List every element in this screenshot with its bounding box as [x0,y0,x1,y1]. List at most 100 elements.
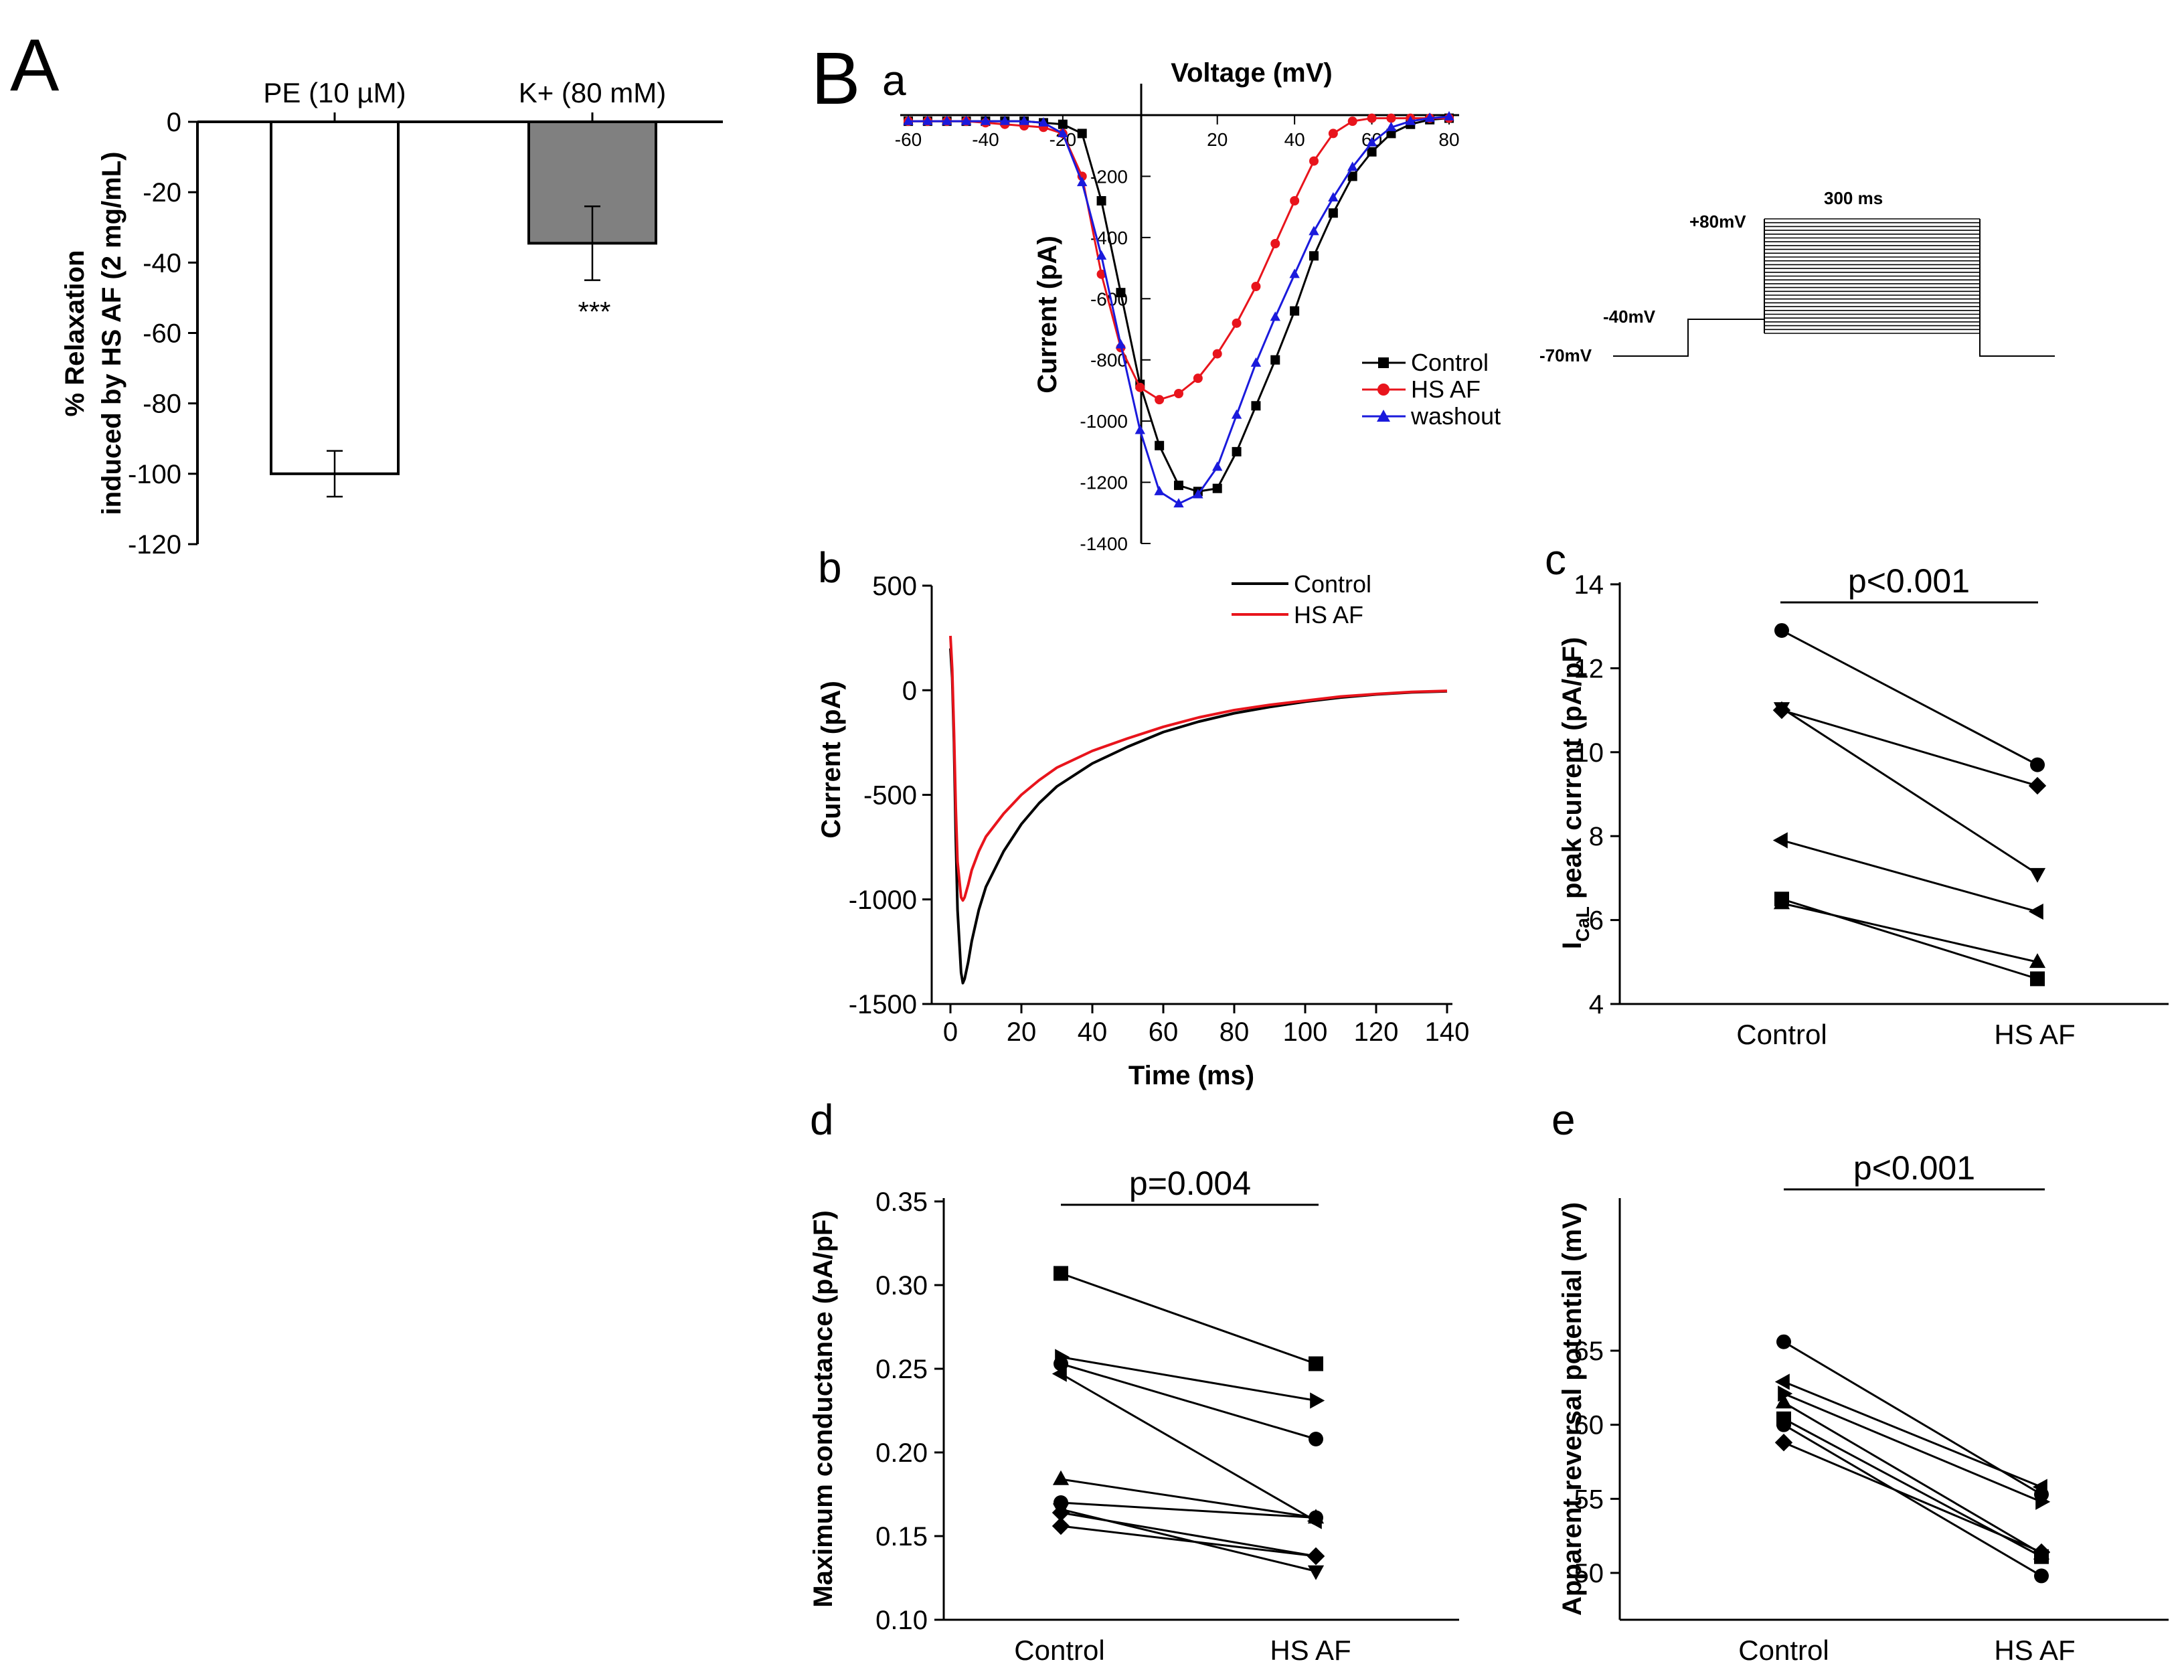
panel-a-ytick-label: 0 [167,108,181,137]
panel-bc-hsaf-point-0 [2030,757,2045,772]
panel-ba-line-control [908,117,1450,493]
panel-be-control-point-5 [1776,1417,1791,1432]
panel-ba-point-2 [1038,117,1049,127]
legend-label-control: Control [1411,349,1489,376]
protocol-step-lines [1764,218,1981,334]
panel-bd-pair-line-3 [1060,1373,1317,1522]
panel-be-pair-line-2 [1783,1392,2042,1503]
panel-bd-ylabel: Maximum conductance (pA/pF) [809,1210,838,1607]
protocol-label-duration: 300 ms [1824,188,1883,208]
panel-bb-xtick-label: 100 [1283,1017,1328,1047]
panel-ba-point-1 [1193,373,1203,384]
panel-bb-series [949,635,1448,985]
panel-bd-control-point-3 [1052,1365,1067,1382]
panel-bc-letter: c [1545,535,1566,584]
legend-marker-washout [1377,410,1390,422]
panel-ba-point-2 [1135,424,1145,434]
panel-ba-ytick-label: -1000 [1080,411,1128,432]
panel-bb-ytick-label: -500 [863,781,917,811]
panel-ba-legend: Control HS AF washout [1362,349,1501,430]
panel-ba-point-0 [1232,446,1242,456]
legend-marker-control [1378,357,1389,368]
panel-be-control-point-2 [1778,1385,1793,1402]
panel-ba-line-hs-af [908,117,1449,401]
panel-bd-hsaf-point-0 [1309,1356,1323,1371]
panel-ba-point-2 [1366,137,1377,147]
panel-ba-point-2 [942,115,952,125]
panel-bc-pair-line-5 [1781,898,2038,980]
panel-bd-hsaf-point-2 [1309,1432,1323,1446]
panel-bb-xtick-label: 20 [1007,1017,1037,1047]
panel-be-ytick-label: 55 [1574,1485,1604,1514]
panel-bc-pair-line-0 [1781,629,2038,766]
panel-ba-point-2 [1096,250,1107,260]
panel-be-pvalue: p<0.001 [1853,1149,1975,1187]
legend-label-control: Control [1294,570,1371,598]
panel-ba-point-1 [1309,156,1319,166]
panel-ba-point-0 [1096,196,1106,205]
panel-bc-control-point-3 [1772,832,1788,849]
panel-bc-control-point-2 [1773,702,1790,718]
legend-label-washout: washout [1410,402,1501,430]
panel-a-significance: *** [578,296,610,327]
panel-ba-letter: a [882,56,906,104]
panel-ba-ytick-label: -800 [1090,350,1128,371]
panel-ba-point-2 [1077,177,1088,187]
panel-a-bar-0 [270,120,400,475]
panel-bc-ytick-label: 12 [1574,654,1604,683]
panel-ba-point-2 [1173,498,1184,508]
panel-ba-point-0 [1290,306,1300,316]
panel-be-control-point-3 [1775,1394,1792,1409]
legend-label-hsaf: HS AF [1411,375,1481,403]
panel-a-category-pe: PE (10 µM) [263,77,406,108]
panel-ba-point-2 [1270,311,1280,321]
panel-ba-line-washout [908,115,1450,505]
panel-ba-point-2 [1019,115,1029,125]
panel-bb-xlabel: Time (ms) [1128,1061,1254,1090]
panel-ba-point-2 [1289,268,1300,278]
panel-bc-pvalue: p<0.001 [1848,562,1970,600]
panel-bc-ticks: 4 6 8 10 12 14 [1574,570,1620,1019]
protocol-tail-line [1979,333,2055,357]
panel-bb-ticks: 0 20 40 60 80 100 120 140 500 0 -500 -1000 -1500 [849,572,1470,1047]
panel-bd-pair-line-4 [1060,1478,1317,1519]
panel-bd-pvalue: p=0.004 [1129,1165,1251,1202]
panel-ba-point-0 [1251,401,1261,411]
panel-bd-ticks: 0.10 0.15 0.20 0.25 0.30 0.35 [875,1187,944,1635]
panel-ba-point-1 [1347,116,1357,127]
panel-ba-xtick-label: -60 [895,129,922,150]
panel-bd-pair-line-5 [1060,1501,1317,1519]
ylabel-subscript: CaL [1572,906,1593,942]
panel-bc-category-hsaf: HS AF [1994,1019,2075,1050]
panel-ba-point-1 [1251,282,1261,291]
panel-bc-pair-line-1 [1781,709,2038,787]
panel-bd-ytick-label: 0.30 [875,1271,928,1300]
panel-a-ytick-label: -120 [128,530,181,560]
panel-a-ytick-label: -100 [128,460,181,489]
panel-ba-point-2 [1328,192,1339,202]
panel-ba-point-0 [1077,129,1087,139]
panel-bd-control-point-0 [1054,1266,1068,1281]
panel-bc-hsaf-point-3 [2028,903,2043,920]
panel-ba-xtick-label: 80 [1438,129,1459,150]
panel-bb-legend: Control HS AF [1232,570,1371,628]
panel-ba-point-0 [1116,288,1126,298]
panel-ba-point-1 [1135,382,1145,392]
panel-be-pair-line-3 [1783,1402,2042,1555]
panel-ba-ytick-label: -1400 [1080,533,1128,554]
panel-be-ytick-label: 65 [1574,1337,1604,1366]
panel-ba-point-2 [1424,112,1435,122]
panel-ba-point-0 [1212,483,1222,493]
panel-bc-ytick-label: 6 [1589,906,1604,936]
legend-label-hsaf: HS AF [1294,601,1363,628]
panel-bb-ytick-label: -1500 [849,990,917,1019]
panel-bc-ylabel: ICaL peak current (pA/pF) [1558,637,1593,949]
panel-ba-point-1 [1367,113,1377,123]
panel-ba-point-1 [1386,113,1396,123]
panel-ba-xtick-label: -40 [972,129,999,150]
panel-bd-ytick-label: 0.25 [875,1355,928,1384]
panel-bd-hsaf-point-8 [1307,1565,1325,1580]
panel-ba-point-1 [1270,239,1280,248]
panel-bd-ytick-label: 0.35 [875,1187,928,1217]
